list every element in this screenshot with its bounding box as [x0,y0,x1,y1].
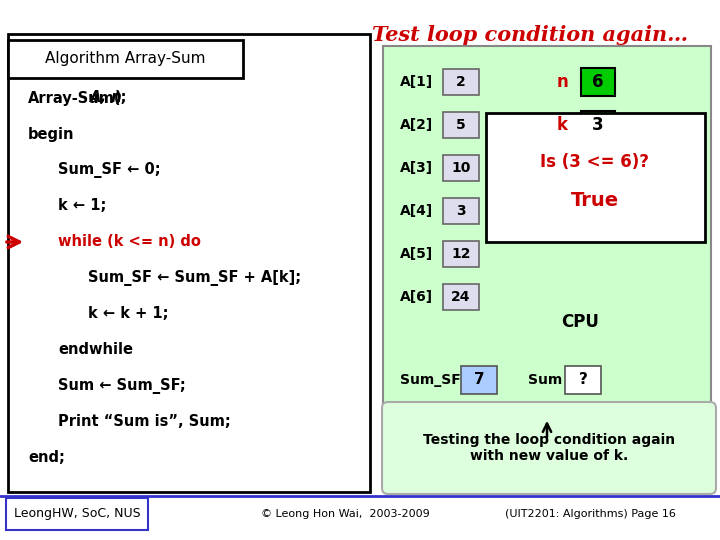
FancyBboxPatch shape [443,69,479,95]
FancyBboxPatch shape [383,46,711,418]
Text: A[2]: A[2] [400,118,433,132]
Text: A, n: A, n [90,91,122,105]
Text: 24: 24 [451,290,471,304]
FancyBboxPatch shape [8,40,243,78]
FancyBboxPatch shape [6,498,148,530]
Text: end;: end; [28,450,65,465]
FancyBboxPatch shape [565,366,601,394]
Text: n: n [556,73,568,91]
Text: 2: 2 [456,75,466,89]
Text: Print “Sum is”, Sum;: Print “Sum is”, Sum; [58,415,230,429]
Text: A[4]: A[4] [400,204,433,218]
Text: Sum: Sum [528,373,562,387]
Text: Sum_SF: Sum_SF [400,373,461,387]
FancyBboxPatch shape [443,241,479,267]
FancyBboxPatch shape [486,113,705,242]
Text: 3: 3 [592,116,604,134]
Text: endwhile: endwhile [58,342,133,357]
Text: Sum_SF ← 0;: Sum_SF ← 0; [58,162,161,178]
FancyBboxPatch shape [443,155,479,181]
FancyBboxPatch shape [443,284,479,310]
Text: );: ); [114,91,127,105]
Text: Algorithm Array-Sum: Algorithm Array-Sum [45,51,205,66]
Text: True: True [571,191,619,210]
Text: Sum ← Sum_SF;: Sum ← Sum_SF; [58,378,186,394]
Text: A[5]: A[5] [400,247,433,261]
Text: Sum_SF ← Sum_SF + A[k];: Sum_SF ← Sum_SF + A[k]; [88,270,301,286]
Text: A[1]: A[1] [400,75,433,89]
FancyBboxPatch shape [382,402,716,494]
Text: A[6]: A[6] [400,290,433,304]
Text: while (k <= n) do: while (k <= n) do [58,234,201,249]
Text: begin: begin [28,126,74,141]
Text: Is (3 <= 6)?: Is (3 <= 6)? [541,153,649,171]
Text: k ← k + 1;: k ← k + 1; [88,307,168,321]
Text: 5: 5 [456,118,466,132]
FancyBboxPatch shape [581,111,615,139]
FancyBboxPatch shape [443,112,479,138]
FancyBboxPatch shape [8,34,370,492]
Text: A[3]: A[3] [400,161,433,175]
Text: Array-Sum(: Array-Sum( [28,91,122,105]
Text: © Leong Hon Wai,  2003-2009: © Leong Hon Wai, 2003-2009 [261,509,429,519]
Text: Testing the loop condition again
with new value of k.: Testing the loop condition again with ne… [423,433,675,463]
FancyBboxPatch shape [581,68,615,96]
Text: CPU: CPU [561,313,599,331]
Text: k: k [557,116,567,134]
Text: LeongHW, SoC, NUS: LeongHW, SoC, NUS [14,508,140,521]
Text: 6: 6 [593,73,604,91]
Text: 10: 10 [451,161,471,175]
FancyBboxPatch shape [461,366,497,394]
Text: 3: 3 [456,204,466,218]
Text: 12: 12 [451,247,471,261]
Text: ?: ? [579,373,588,388]
Text: Test loop condition again…: Test loop condition again… [372,25,688,45]
Text: k ← 1;: k ← 1; [58,199,107,213]
Text: (UIT2201: Algorithms) Page 16: (UIT2201: Algorithms) Page 16 [505,509,675,519]
Text: 7: 7 [474,373,485,388]
FancyBboxPatch shape [443,198,479,224]
